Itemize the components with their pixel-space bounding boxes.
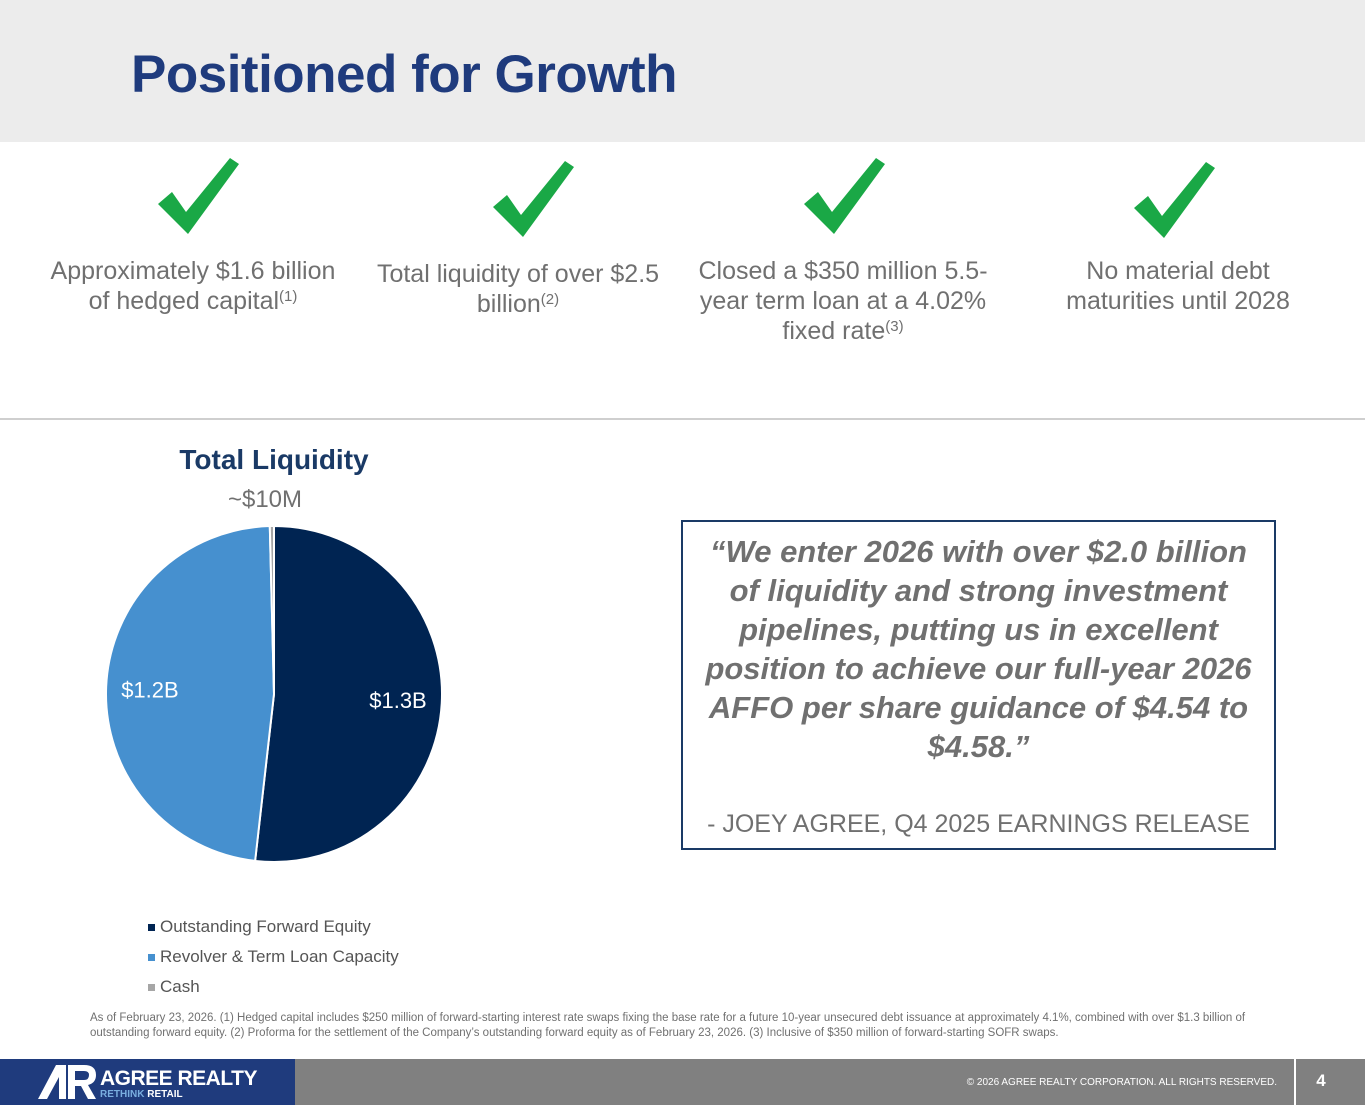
legend-item-forward-equity: Outstanding Forward Equity xyxy=(148,912,399,942)
page-number-separator xyxy=(1294,1059,1296,1105)
page-number: 4 xyxy=(1316,1071,1326,1090)
legend-item-cash: Cash xyxy=(148,972,399,1002)
checkmark-icon xyxy=(1134,162,1215,238)
checkmark-icon xyxy=(804,158,885,234)
quote-attribution: - JOEY AGREE, Q4 2025 EARNINGS RELEASE xyxy=(707,810,1250,838)
highlight-debt-maturities: No material debt maturities until 2028 xyxy=(1066,257,1290,315)
checkmark-icon xyxy=(158,158,239,234)
chart-legend: Outstanding Forward Equity Revolver & Te… xyxy=(148,912,399,1002)
logo-tagline: RETHINK RETAIL xyxy=(100,1089,183,1100)
highlight-term-loan: Closed a $350 million 5.5-year term loan… xyxy=(698,257,988,345)
chart-title: Total Liquidity xyxy=(179,444,369,475)
legend-swatch xyxy=(148,983,155,991)
copyright-text: © 2026 AGREE REALTY CORPORATION. ALL RIG… xyxy=(966,1077,1277,1088)
quote-box: “We enter 2026 with over $2.0 billion of… xyxy=(681,520,1276,850)
company-logo: AGREE REALTY RETHINK RETAIL xyxy=(0,1059,295,1105)
legend-swatch xyxy=(148,923,155,931)
pie-label-revolver-term-loan: $1.2B xyxy=(121,677,179,702)
legend-item-revolver: Revolver & Term Loan Capacity xyxy=(148,942,399,972)
pie-slice-forward-equity xyxy=(254,524,443,863)
logo-name: AGREE REALTY xyxy=(100,1067,257,1090)
pie-slice-revolver-term-loan xyxy=(105,525,276,863)
checkmark-icon xyxy=(493,161,574,237)
legend-swatch xyxy=(148,953,155,961)
footnote: As of February 23, 2026. (1) Hedged capi… xyxy=(90,1012,1246,1039)
pie-label-forward-equity: $1.3B xyxy=(369,688,427,713)
page-title: Positioned for Growth xyxy=(131,45,677,104)
cash-data-label: ~$10M xyxy=(227,486,303,513)
liquidity-pie-chart: $1.3B $1.2B xyxy=(105,524,443,863)
title-bar: Positioned for Growth xyxy=(0,0,1365,142)
highlight-total-liquidity: Total liquidity of over $2.5 billion(2) xyxy=(376,260,660,318)
ar-logo-mark-icon xyxy=(38,1065,96,1099)
pie-slice-cash xyxy=(268,524,275,695)
quote-text: “We enter 2026 with over $2.0 billion of… xyxy=(705,534,1252,764)
footer-bar: AGREE REALTY RETHINK RETAIL © 2026 AGREE… xyxy=(0,1059,1365,1105)
section-divider xyxy=(0,418,1365,420)
highlight-hedged-capital: Approximately $1.6 billion of hedged cap… xyxy=(50,257,336,315)
